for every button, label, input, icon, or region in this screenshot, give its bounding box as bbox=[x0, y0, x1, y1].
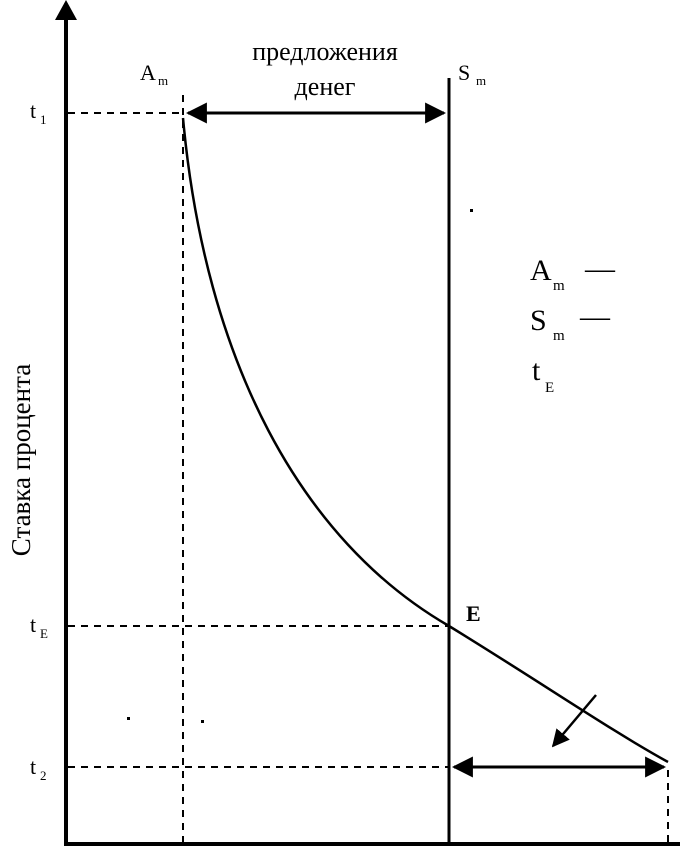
svg-text:S: S bbox=[530, 304, 547, 337]
svg-text:S: S bbox=[458, 60, 470, 85]
label-Am: A m bbox=[140, 60, 168, 88]
legend-Sm: S m — bbox=[530, 300, 611, 344]
svg-text:—: — bbox=[584, 252, 616, 285]
legend-Am: A m — bbox=[530, 252, 616, 294]
scan-specks bbox=[127, 209, 473, 723]
svg-text:m: m bbox=[158, 73, 168, 88]
svg-text:t: t bbox=[30, 612, 36, 637]
legend-tE: t E bbox=[532, 354, 554, 396]
svg-text:E: E bbox=[40, 626, 48, 641]
y-axis-label: Ставка процента bbox=[6, 364, 36, 556]
shift-arrow bbox=[551, 694, 597, 748]
tick-tE: t E bbox=[30, 612, 48, 641]
svg-text:2: 2 bbox=[40, 768, 47, 783]
svg-text:m: m bbox=[553, 328, 565, 344]
svg-text:A: A bbox=[140, 60, 156, 85]
svg-text:—: — bbox=[579, 300, 611, 333]
svg-text:t: t bbox=[30, 98, 36, 123]
svg-text:t: t bbox=[532, 354, 541, 387]
svg-text:t: t bbox=[30, 754, 36, 779]
label-E: E bbox=[466, 601, 481, 626]
top-caption-line1: предложения bbox=[252, 37, 398, 66]
svg-text:m: m bbox=[476, 73, 486, 88]
tick-t1: t 1 bbox=[30, 98, 47, 127]
svg-text:m: m bbox=[553, 278, 565, 294]
svg-text:1: 1 bbox=[40, 112, 47, 127]
top-caption-line2: денег bbox=[295, 72, 356, 101]
y-axis-arrowhead bbox=[55, 0, 77, 20]
demand-curve bbox=[181, 117, 669, 764]
tick-t2: t 2 bbox=[30, 754, 47, 783]
label-Sm: S m bbox=[458, 60, 486, 88]
svg-text:A: A bbox=[530, 254, 552, 287]
svg-text:E: E bbox=[545, 380, 554, 396]
